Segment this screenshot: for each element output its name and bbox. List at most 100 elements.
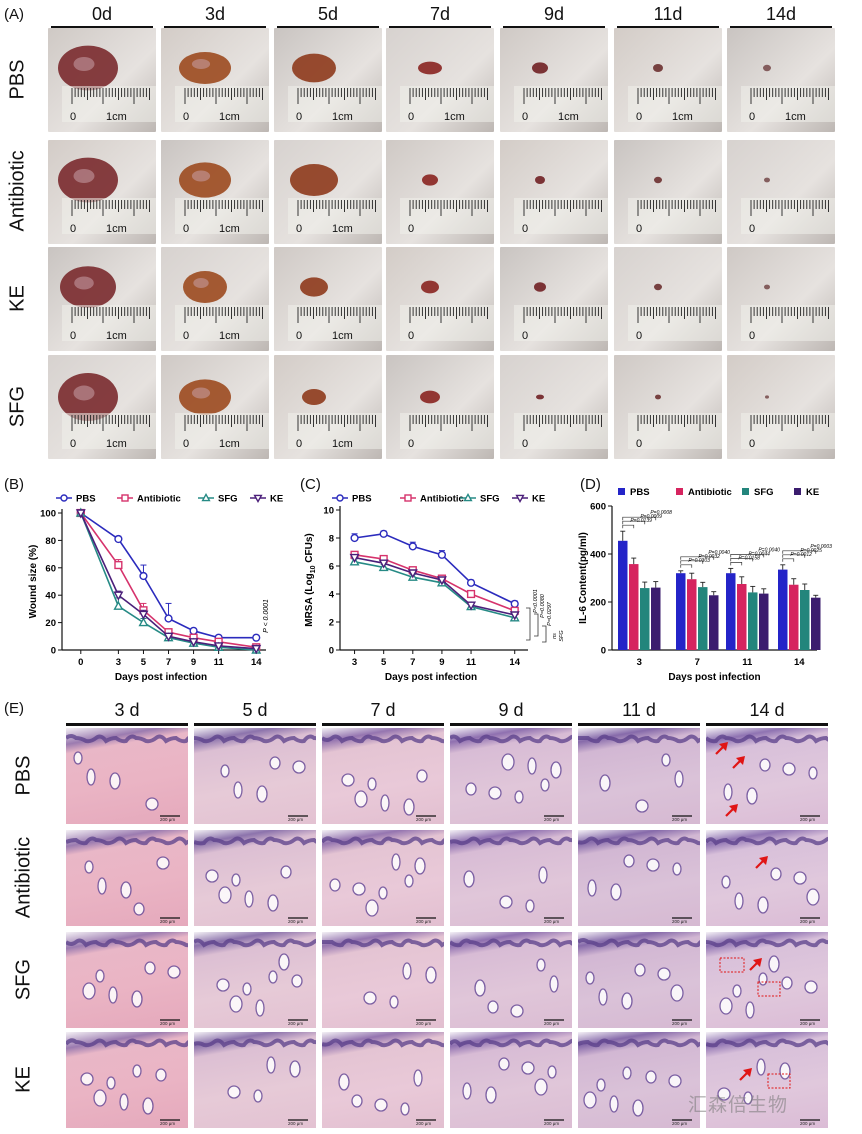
legend-label: KE <box>532 494 545 505</box>
histology-image: 200 μm <box>706 830 828 926</box>
data-point <box>113 591 124 601</box>
svg-text:0: 0 <box>636 111 642 123</box>
significance-annotation: P=0.0297 <box>547 601 553 626</box>
wound-photo: 0 1cm <box>48 355 156 459</box>
svg-text:0: 0 <box>749 330 755 342</box>
scale-bar-label: 200 μm <box>800 1121 815 1126</box>
day-underline <box>164 26 266 29</box>
y-tick-label: 0 <box>601 646 606 657</box>
day-header: 5d <box>317 4 339 24</box>
histology-drawing: 200 μm <box>578 836 700 924</box>
group-label: Antibiotic <box>6 150 29 232</box>
scale-bar-label: 200 μm <box>160 919 175 924</box>
wound-photo-drawing: 0 1cm <box>288 164 382 235</box>
day-underline <box>450 723 572 726</box>
legend-swatch <box>742 488 749 495</box>
scale-bar-label: 200 μm <box>288 1021 303 1026</box>
legend-label: PBS <box>352 494 372 505</box>
wound-photo-drawing: 0 1cm <box>175 379 269 450</box>
day-header: 5 d <box>242 700 268 720</box>
wound-photo-drawing: 0 <box>400 174 494 235</box>
data-point <box>189 626 198 635</box>
x-axis-label: Days post infection <box>668 672 760 683</box>
group-label: SFG <box>6 385 29 428</box>
svg-text:1cm: 1cm <box>106 111 127 123</box>
legend-label: SFG <box>754 487 774 498</box>
day-underline <box>322 723 444 726</box>
data-point <box>201 492 211 502</box>
legend-label: Antibiotic <box>137 494 181 505</box>
svg-text:0: 0 <box>183 111 189 123</box>
histology-drawing: 200 μm <box>322 938 444 1026</box>
y-axis-label: Wound size (%) <box>28 545 39 619</box>
highlight-box <box>767 1073 791 1089</box>
wound-photo-drawing: 0 1cm <box>288 53 382 123</box>
day-underline <box>277 26 379 29</box>
bar <box>698 587 708 650</box>
histology-image: 200 μm <box>450 1032 572 1128</box>
data-point <box>350 533 359 543</box>
legend-label: KE <box>806 487 819 498</box>
histology-image: 200 μm <box>450 728 572 824</box>
svg-text:0: 0 <box>749 223 755 235</box>
legend-label: PBS <box>76 494 96 505</box>
wound-photo-drawing: 0 <box>628 394 722 450</box>
x-axis-label: Days post infection <box>385 672 477 683</box>
histology-image: 200 μm <box>194 932 316 1028</box>
series-pbs <box>350 529 519 608</box>
svg-text:1cm: 1cm <box>219 330 240 342</box>
histology-drawing: 200 μm <box>194 734 316 822</box>
scale-bar-label: 200 μm <box>544 817 559 822</box>
wound-photo: 0 1cm <box>274 28 382 132</box>
wound-photo: 0 1cm <box>274 247 382 351</box>
group-label: PBS <box>6 59 29 100</box>
series-antibiotic <box>76 508 261 652</box>
histology-image: 200 μm <box>194 830 316 926</box>
scale-bar-label: 200 μm <box>416 817 431 822</box>
wound-photo-drawing: 0 <box>741 177 835 235</box>
mrsa-cfu-chart: 0 2 4 6 8 10 3 5 7 9 11 14 Days post infection PBS Ant… <box>304 492 565 683</box>
data-point <box>437 550 447 559</box>
series-line <box>354 532 516 605</box>
y-tick-label: 2 <box>329 618 334 629</box>
x-tick-label: 5 <box>381 657 387 668</box>
legend-swatch <box>618 488 625 495</box>
data-point <box>378 559 389 569</box>
data-point <box>407 569 418 579</box>
bar <box>748 592 758 650</box>
legend-swatch <box>794 488 801 495</box>
watermark: 汇森倍生物 <box>688 1095 789 1116</box>
day-header: 9d <box>543 4 565 24</box>
svg-text:0: 0 <box>522 330 528 342</box>
data-point <box>253 494 263 504</box>
histology-image: 200 μm <box>578 932 700 1028</box>
wound-photo-drawing: 0 1cm <box>175 52 269 123</box>
wound-photo: 0 1cm <box>614 28 722 132</box>
red-arrow-icon <box>739 1068 752 1081</box>
group-label: KE <box>6 285 29 312</box>
wound-photo: 0 <box>386 140 494 244</box>
group-label: Antibiotic <box>12 836 35 919</box>
svg-text:0: 0 <box>183 223 189 235</box>
series-line <box>354 556 515 616</box>
svg-text:0: 0 <box>296 111 302 123</box>
scale-bar-label: 200 μm <box>544 919 559 924</box>
data-point <box>138 617 149 627</box>
histology-image: 200 μm <box>322 830 444 926</box>
data-point <box>60 494 68 502</box>
svg-text:1cm: 1cm <box>332 330 353 342</box>
wound-photo: 0 <box>500 247 608 351</box>
significance-annotation: ns <box>552 633 558 639</box>
legend-label: SFG <box>218 494 238 505</box>
x-axis-label: Days post infection <box>115 672 207 683</box>
day-header: 14 d <box>749 700 785 720</box>
data-point <box>349 553 360 564</box>
svg-text:0: 0 <box>408 438 414 450</box>
wound-photo: 0 <box>500 140 608 244</box>
svg-text:0: 0 <box>183 330 189 342</box>
svg-text:1cm: 1cm <box>672 111 693 123</box>
wound-photo-drawing: 0 1cm <box>741 64 835 123</box>
histology-drawing: 200 μm <box>450 1038 572 1126</box>
svg-text:0: 0 <box>636 438 642 450</box>
svg-text:0: 0 <box>408 223 414 235</box>
